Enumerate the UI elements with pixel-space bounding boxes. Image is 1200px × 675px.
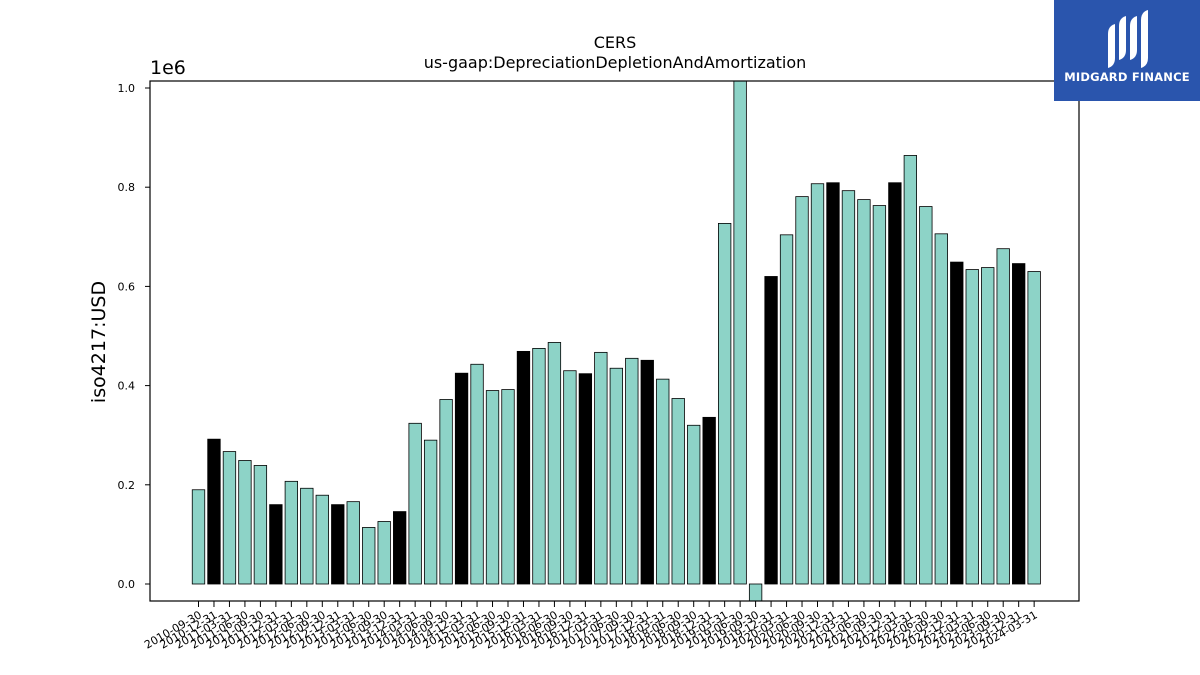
bar-2012-12-31 <box>331 504 345 585</box>
y-axis-offset-label: 1e6 <box>150 57 186 79</box>
bar-2022-12-31 <box>950 261 964 585</box>
bar-2023-03-31 <box>965 269 979 585</box>
bar-2011-03-31 <box>222 451 237 585</box>
bar-2016-06-30 <box>547 342 562 585</box>
bar-2013-03-31 <box>346 501 360 585</box>
y-tick-label: 0.4 <box>118 380 136 393</box>
bar-2017-06-30 <box>609 367 623 585</box>
y-tick-label: 0.0 <box>118 578 136 591</box>
bar-2011-06-30 <box>238 460 252 585</box>
bar-2021-06-30 <box>857 199 871 585</box>
bar-2024-03-31 <box>1027 271 1041 585</box>
bar-2011-12-31 <box>269 504 283 585</box>
y-tick-label: 0.8 <box>118 181 136 194</box>
bar-2016-03-31 <box>532 347 546 585</box>
chart-subtitle: us-gaap:DepreciationDepletionAndAmortiza… <box>424 53 807 72</box>
bar-2023-06-30 <box>981 267 995 585</box>
bar-2020-09-30 <box>810 183 825 585</box>
bar-2021-03-31 <box>841 190 856 585</box>
midgard-logo-mark-icon <box>1108 10 1148 68</box>
bar-2023-12-31 <box>1012 263 1026 585</box>
bar-2010-12-31 <box>207 438 221 585</box>
bar-2016-12-31 <box>578 373 593 585</box>
bar-2014-03-31 <box>408 422 422 585</box>
bar-2017-12-31 <box>640 359 654 585</box>
bar-2014-12-31 <box>454 372 469 585</box>
bar-2022-06-30 <box>919 206 933 585</box>
bar-2018-03-31 <box>656 378 670 585</box>
y-axis-ticks: 0.0 0.2 0.4 0.6 0.8 1.0 <box>118 82 150 591</box>
plot-frame <box>149 80 1080 602</box>
bar-2014-06-30 <box>423 439 438 585</box>
bar-2011-09-30 <box>253 465 268 585</box>
midgard-finance-logo: MIDGARD FINANCE <box>1054 0 1200 101</box>
bar-2020-12-31 <box>826 182 840 585</box>
bar-2019-06-30 <box>733 80 747 585</box>
x-axis-ticks: 2010-09-302010-12-312011-03-312011-06-30… <box>142 601 1040 652</box>
bar-2021-09-30 <box>872 205 887 585</box>
y-tick-label: 1.0 <box>118 82 136 95</box>
bar-2022-09-30 <box>934 233 948 585</box>
bar-2019-12-31 <box>764 276 778 585</box>
bar-2014-09-30 <box>439 399 453 585</box>
bar-2021-12-31 <box>888 182 902 585</box>
bar-2013-06-30 <box>362 527 376 585</box>
bar-2022-03-31 <box>903 155 917 585</box>
y-tick-label: 0.2 <box>118 479 136 492</box>
bar-2017-09-30 <box>625 357 639 585</box>
bar-2023-09-30 <box>996 248 1010 585</box>
bar-2020-06-30 <box>795 196 809 585</box>
chart-title: CERS <box>594 33 637 52</box>
y-tick-label: 0.6 <box>118 280 136 293</box>
bar-2010-09-30 <box>191 489 206 585</box>
bar-2017-03-31 <box>594 351 608 585</box>
logo-text: MIDGARD FINANCE <box>1064 70 1190 84</box>
bars-group <box>191 80 1041 602</box>
bar-2012-09-30 <box>315 494 329 585</box>
bar-2018-09-30 <box>687 424 701 585</box>
bar-2013-09-30 <box>377 521 391 585</box>
bar-2013-12-31 <box>393 511 407 585</box>
bar-2015-09-30 <box>501 389 515 585</box>
bar-2015-06-30 <box>485 390 500 585</box>
bar-2018-12-31 <box>702 416 716 585</box>
bar-2012-06-30 <box>300 487 314 585</box>
bar-2015-12-31 <box>516 350 531 585</box>
bar-2012-03-31 <box>284 480 299 585</box>
y-axis-label: iso4217:USD <box>88 281 110 403</box>
bar-2019-03-31 <box>718 223 732 585</box>
bar-2015-03-31 <box>470 363 484 585</box>
bar-2016-09-30 <box>563 370 577 585</box>
bar-2018-06-30 <box>671 398 685 585</box>
bar-2019-09-30 <box>748 583 763 602</box>
bar-2020-03-31 <box>779 234 794 585</box>
